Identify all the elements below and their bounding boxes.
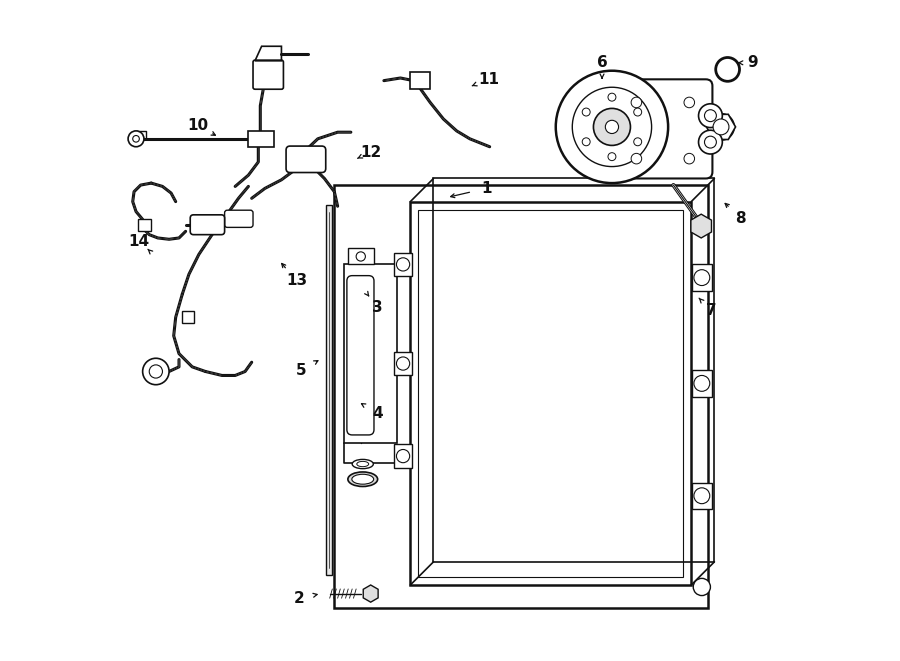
Circle shape <box>698 130 723 154</box>
Text: 7: 7 <box>706 303 716 318</box>
FancyBboxPatch shape <box>253 60 284 89</box>
Bar <box>248 131 274 147</box>
Circle shape <box>705 136 716 148</box>
Circle shape <box>694 488 710 504</box>
Circle shape <box>631 153 642 164</box>
Text: 10: 10 <box>187 118 208 133</box>
Circle shape <box>634 137 642 145</box>
Text: 13: 13 <box>286 274 307 288</box>
FancyBboxPatch shape <box>346 276 374 435</box>
FancyBboxPatch shape <box>616 79 713 178</box>
Ellipse shape <box>352 475 374 484</box>
Circle shape <box>694 270 710 286</box>
Circle shape <box>142 358 169 385</box>
Text: 1: 1 <box>482 181 491 196</box>
Circle shape <box>634 108 642 116</box>
Bar <box>183 311 194 323</box>
Circle shape <box>356 252 365 261</box>
Text: 12: 12 <box>360 145 382 159</box>
Circle shape <box>397 357 410 370</box>
Circle shape <box>608 153 616 161</box>
Circle shape <box>572 87 652 167</box>
Circle shape <box>397 258 410 271</box>
Circle shape <box>713 119 729 135</box>
Circle shape <box>593 108 631 145</box>
Circle shape <box>684 153 695 164</box>
Text: 8: 8 <box>735 211 746 225</box>
Bar <box>344 264 397 443</box>
Bar <box>394 444 412 468</box>
Text: 5: 5 <box>296 363 307 377</box>
Text: 4: 4 <box>372 406 382 420</box>
FancyBboxPatch shape <box>225 210 253 227</box>
Circle shape <box>128 131 144 147</box>
FancyBboxPatch shape <box>190 215 225 235</box>
Circle shape <box>684 97 695 108</box>
Circle shape <box>556 71 668 183</box>
Circle shape <box>582 108 590 116</box>
Ellipse shape <box>356 461 369 467</box>
Text: 3: 3 <box>372 300 382 315</box>
Bar <box>394 352 412 375</box>
Text: 9: 9 <box>747 56 758 70</box>
FancyBboxPatch shape <box>286 146 326 173</box>
Text: 2: 2 <box>294 591 305 605</box>
Text: 11: 11 <box>478 72 499 87</box>
Bar <box>347 248 374 264</box>
Ellipse shape <box>348 472 378 486</box>
Bar <box>410 72 430 89</box>
Bar <box>326 205 332 575</box>
Circle shape <box>149 365 163 378</box>
Bar <box>394 253 412 276</box>
Circle shape <box>693 578 710 596</box>
Text: 14: 14 <box>129 234 150 249</box>
Circle shape <box>716 58 740 81</box>
Circle shape <box>397 449 410 463</box>
Circle shape <box>707 114 734 140</box>
Circle shape <box>606 120 618 134</box>
Circle shape <box>705 110 716 122</box>
Ellipse shape <box>352 459 374 469</box>
Circle shape <box>694 375 710 391</box>
Bar <box>692 264 712 291</box>
Circle shape <box>631 97 642 108</box>
Circle shape <box>132 136 140 142</box>
Bar <box>138 219 151 231</box>
Circle shape <box>698 104 723 128</box>
Circle shape <box>582 137 590 145</box>
Bar <box>692 483 712 509</box>
Circle shape <box>608 93 616 101</box>
Bar <box>334 185 707 608</box>
Text: 6: 6 <box>597 56 608 70</box>
Bar <box>692 370 712 397</box>
